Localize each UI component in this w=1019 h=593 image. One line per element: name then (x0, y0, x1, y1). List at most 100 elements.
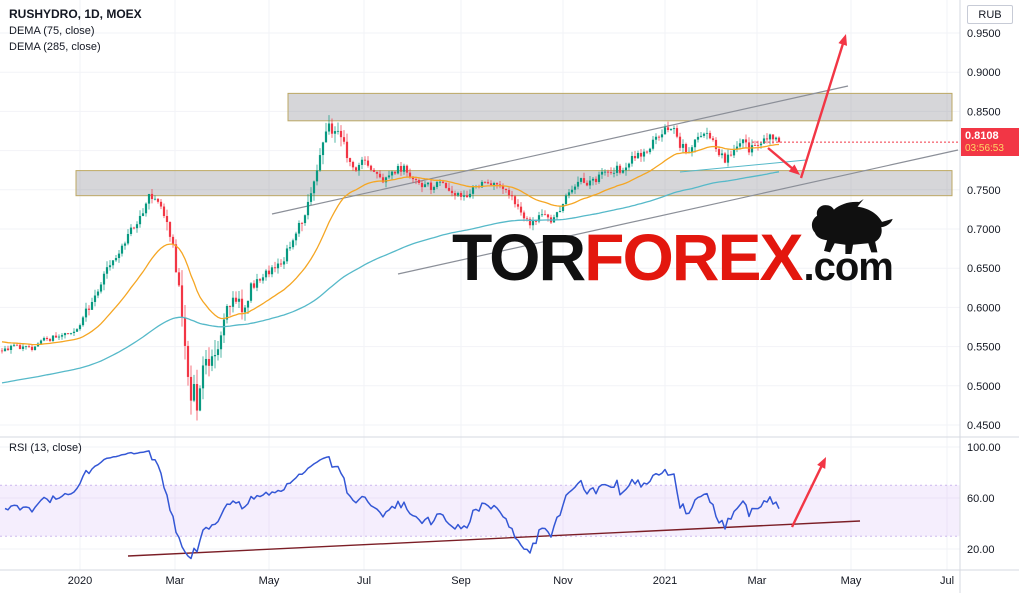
candle-body (279, 263, 283, 265)
candle-body (645, 151, 649, 153)
time-tick-label: Mar (748, 575, 767, 587)
candle-body (561, 204, 565, 211)
watermark-text-tor: TOR (452, 220, 586, 294)
candle-body (516, 204, 520, 207)
candle-body (411, 177, 415, 180)
candle-body (618, 165, 622, 173)
candle-body (588, 180, 592, 186)
candle-body (690, 147, 694, 152)
rsi-trendline[interactable] (127, 520, 861, 557)
candle-body (636, 152, 640, 159)
candle-body (276, 263, 280, 269)
candle-body (582, 178, 586, 183)
time-tick-label: May (259, 575, 280, 587)
price-axis[interactable]: 0.95000.90000.85000.80000.75000.70000.65… (967, 28, 1001, 556)
candle-body (576, 181, 580, 187)
candle-body (18, 345, 22, 349)
candle-body (54, 335, 58, 338)
price-zone[interactable] (75, 170, 953, 197)
symbol-title[interactable]: RUSHYDRO, 1D, MOEX (9, 7, 142, 21)
bull-logo-icon (812, 199, 894, 254)
forecast-arrow-line[interactable] (767, 147, 797, 173)
candle-body (609, 172, 613, 174)
currency-button[interactable]: RUB (967, 5, 1013, 24)
ascending-trendline[interactable] (397, 149, 959, 275)
price-zone[interactable] (287, 92, 953, 122)
candle-body (744, 139, 748, 143)
time-tick-label: 2020 (68, 575, 92, 587)
candle-body (768, 134, 772, 140)
candle-body (765, 138, 769, 140)
candle-body (330, 123, 334, 134)
candle-body (282, 261, 286, 265)
candle-body (483, 181, 487, 183)
candle-body (606, 171, 610, 173)
dema285-line (1, 171, 780, 384)
candle-body (717, 149, 721, 156)
candle-body (216, 349, 220, 356)
candlestick-series (0, 115, 781, 421)
candle-body (180, 285, 184, 318)
candle-body (492, 183, 496, 185)
candle-body (120, 245, 124, 254)
candle-body (426, 182, 430, 185)
candle-body (126, 233, 130, 244)
candle-body (393, 171, 397, 174)
candle-body (252, 283, 256, 288)
candle-body (591, 178, 595, 181)
candle-body (294, 233, 298, 241)
dema-lines (1, 141, 960, 384)
ascending-trendline[interactable] (271, 85, 849, 215)
time-tick-label: Jul (357, 575, 371, 587)
candle-body (336, 130, 340, 132)
candle-body (21, 346, 25, 349)
candle-body (228, 306, 232, 307)
candle-body (138, 215, 142, 225)
candle-body (642, 151, 646, 157)
candle-body (684, 143, 688, 153)
candle-body (321, 142, 325, 156)
candle-body (489, 183, 493, 185)
time-axis[interactable]: 2020 Mar May Jul Sep Nov 2021 Mar May Jul (68, 575, 954, 587)
candle-body (753, 145, 757, 146)
candle-body (531, 221, 535, 226)
forecast-arrow-head (788, 164, 800, 175)
candle-body (612, 172, 616, 174)
candle-body (540, 214, 544, 216)
candle-body (579, 178, 583, 182)
candle-body (150, 193, 154, 200)
indicator-dema285-label[interactable]: DEMA (285, close) (9, 41, 101, 53)
candle-body (678, 136, 682, 148)
candle-body (405, 165, 409, 173)
torforex-watermark: TOR FOREX .com (452, 199, 894, 294)
candle-body (537, 215, 541, 222)
candle-body (87, 308, 91, 310)
forecast-arrow-line[interactable] (799, 39, 846, 179)
candle-body (267, 270, 271, 275)
candle-body (633, 155, 637, 159)
candle-body (459, 193, 463, 197)
price-tick-label: 0.5500 (967, 342, 1001, 354)
price-tick-label: 0.9000 (967, 67, 1001, 79)
candle-body (264, 270, 268, 278)
indicator-dema75-label[interactable]: DEMA (75, close) (9, 25, 95, 37)
candle-body (12, 344, 16, 346)
candle-body (237, 298, 241, 302)
candle-body (453, 193, 457, 196)
candle-body (675, 128, 679, 137)
candle-body (315, 170, 319, 182)
candle-body (762, 138, 766, 144)
indicator-rsi-label[interactable]: RSI (13, close) (9, 442, 82, 454)
candle-body (0, 350, 4, 352)
candle-body (57, 336, 61, 338)
supply-demand-zones[interactable] (75, 92, 953, 197)
candle-body (390, 171, 394, 176)
time-tick-label: Nov (553, 575, 573, 587)
candle-body (3, 348, 7, 352)
candle-body (471, 186, 475, 194)
price-tick-label: 0.6500 (967, 263, 1001, 275)
candle-body (261, 277, 265, 281)
forecast-arrow-line[interactable] (790, 461, 825, 528)
candle-body (528, 218, 532, 226)
